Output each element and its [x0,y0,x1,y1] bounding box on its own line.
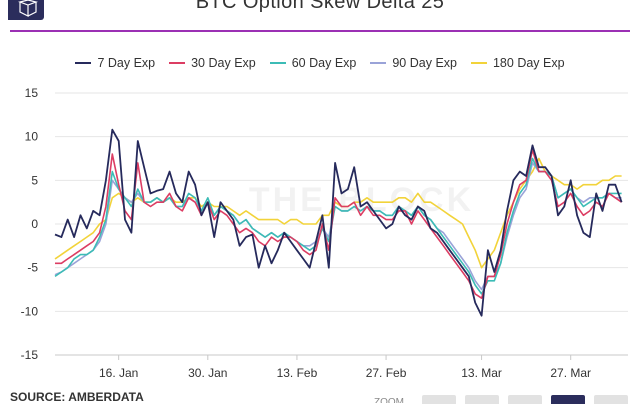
legend-item[interactable]: 60 Day Exp [269,56,357,70]
zoom-label: ZOOM [374,397,404,403]
x-tick-label: 13. Mar [461,366,502,380]
legend-item[interactable]: 30 Day Exp [169,56,256,70]
legend-item[interactable]: 90 Day Exp [370,56,457,70]
legend-label: 60 Day Exp [291,56,357,70]
series-line-60-day-exp [54,157,622,295]
y-tick-label: 0 [31,217,38,231]
x-tick-label: 30. Jan [188,366,227,380]
legend-label: 180 Day Exp [492,56,565,70]
zoom-button-3[interactable] [508,395,542,404]
source-label: SOURCE: AMBERDATA [10,390,144,404]
title-divider [10,30,630,32]
zoom-button-1[interactable] [422,395,456,404]
legend-label: 30 Day Exp [191,56,256,70]
chart-title: BTC Option Skew Delta 25 [195,0,445,13]
legend-item[interactable]: 180 Day Exp [470,56,565,70]
legend-label: 7 Day Exp [97,56,156,70]
x-tick-label: 13. Feb [277,366,318,380]
legend-swatch [169,62,186,64]
legend-item[interactable]: 7 Day Exp [75,56,155,70]
y-tick-label: -15 [21,348,39,362]
series-line-7-day-exp [54,128,623,317]
zoom-bar: ZOOM [370,394,632,404]
x-tick-label: 16. Jan [99,366,138,380]
y-tick-label: 15 [25,86,39,100]
legend-swatch [370,62,387,64]
y-tick-label: 10 [25,130,39,144]
zoom-button-2[interactable] [465,395,499,404]
x-tick-label: 27. Feb [366,366,407,380]
zoom-button-4[interactable] [551,395,585,404]
y-tick-label: -5 [27,261,38,275]
legend: 7 Day Exp 30 Day Exp 60 Day Exp 90 Day Exp 1… [0,56,640,70]
legend-swatch [269,62,286,64]
y-tick-label: 5 [31,173,38,187]
cube-icon [17,0,39,17]
legend-label: 90 Day Exp [392,56,457,70]
legend-swatch [75,62,92,64]
the-block-logo [8,0,44,20]
x-tick-label: 27. Mar [550,366,591,380]
legend-swatch [470,62,487,64]
y-tick-label: -10 [21,304,39,318]
zoom-button-5[interactable] [594,395,628,404]
